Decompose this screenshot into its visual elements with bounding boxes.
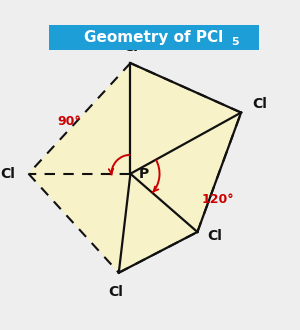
Polygon shape (130, 63, 241, 174)
Polygon shape (28, 174, 130, 273)
Text: Cl: Cl (253, 97, 267, 111)
Polygon shape (119, 174, 197, 273)
Text: Cl: Cl (108, 285, 123, 299)
Text: 120°: 120° (202, 193, 234, 207)
Text: Cl: Cl (207, 229, 222, 243)
Text: Cl: Cl (1, 167, 16, 181)
Text: Cl: Cl (123, 40, 138, 54)
Text: Geometry of PCl: Geometry of PCl (84, 30, 223, 45)
Text: 5: 5 (231, 37, 238, 47)
Text: P: P (138, 167, 149, 181)
FancyBboxPatch shape (49, 25, 259, 50)
Polygon shape (28, 63, 130, 174)
Polygon shape (130, 113, 241, 232)
Text: 90°: 90° (57, 115, 81, 128)
